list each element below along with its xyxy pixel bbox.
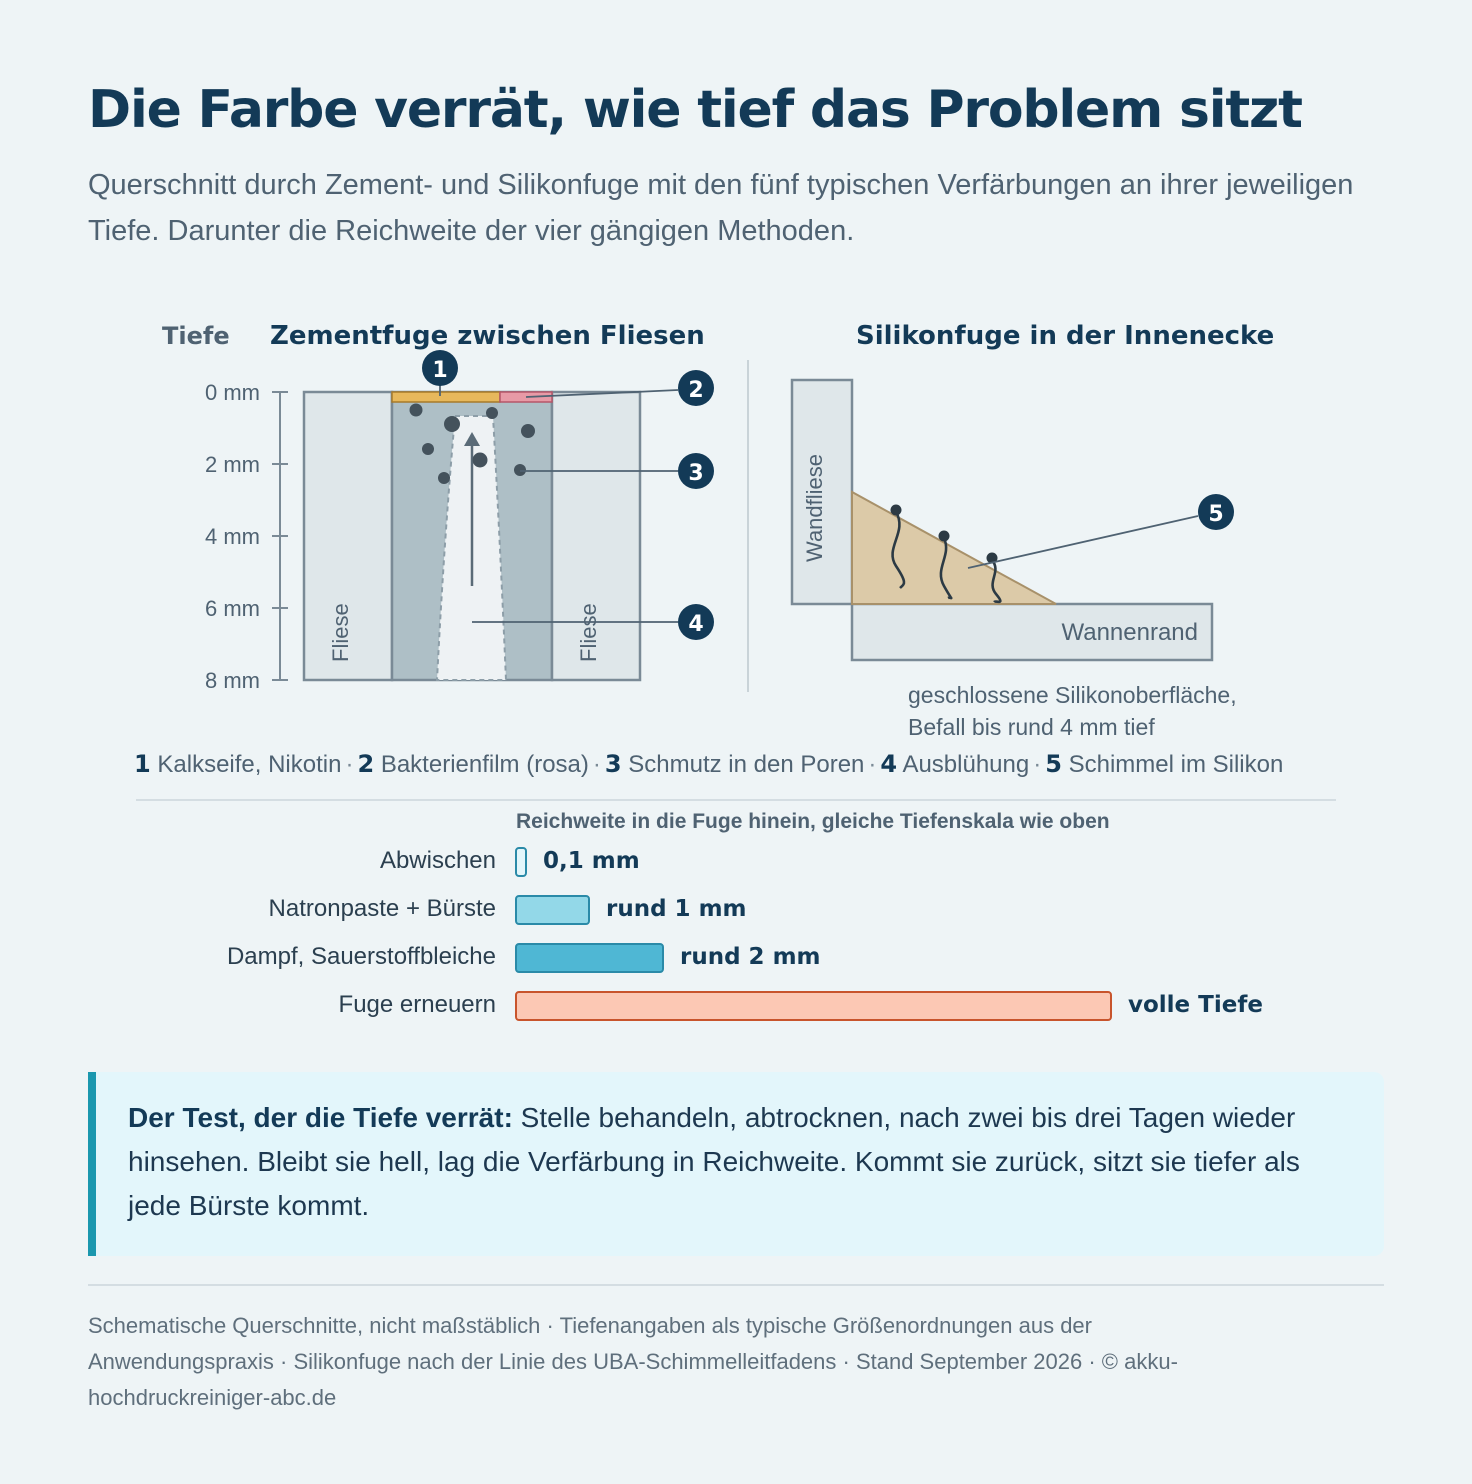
divider	[136, 799, 1336, 801]
page-title: Die Farbe verrät, wie tief das Problem s…	[88, 80, 1303, 140]
divider	[88, 1284, 1384, 1286]
cement-joint-heading: Zementfuge zwischen Fliesen	[270, 321, 705, 351]
method-label: Dampf, Sauerstoffbleiche	[226, 943, 496, 970]
marker-1: 1	[422, 350, 458, 386]
mould-spore	[986, 552, 998, 564]
svg-text:5: 5	[1208, 502, 1223, 527]
callout-body: Stelle behandeln, abtrocknen, nach zwei …	[128, 1102, 1300, 1221]
method-label: Abwischen	[379, 847, 496, 874]
tile-right	[550, 390, 642, 682]
dirt-particle	[422, 443, 434, 455]
svg-text:3: 3	[688, 461, 703, 486]
dirt-particle	[521, 424, 535, 438]
depth-tick-label: 8 mm	[205, 668, 260, 693]
tile-left	[302, 390, 394, 682]
marker-3: 3	[678, 453, 714, 489]
reach-value: volle Tiefe	[1128, 992, 1263, 1018]
method-label: Natronpaste + Bürste	[268, 895, 496, 922]
depth-tick-label: 2 mm	[205, 452, 260, 477]
reach-bar	[515, 943, 664, 973]
legend-number: 1	[134, 750, 151, 778]
marker-4: 4	[678, 604, 714, 640]
cement-markers: 1 2 3 4	[422, 350, 714, 640]
reach-bar	[515, 847, 527, 877]
mould-strand	[939, 537, 953, 600]
method-row: Fuge erneuern volle Tiefe	[0, 988, 1472, 1022]
silicone-note-line-2: Befall bis rund 4 mm tief	[908, 714, 1155, 740]
dirt-particle	[514, 464, 526, 476]
footer-source: Schematische Querschnitte, nicht maßstäb…	[88, 1313, 1178, 1410]
dirt-particle	[409, 403, 423, 417]
limescale-layer	[391, 391, 501, 403]
silicone-joint-heading: Silikonfuge in der Innenecke	[856, 321, 1274, 351]
marker-2: 2	[678, 370, 714, 406]
wall-tile-label: Wandfliese	[802, 454, 827, 562]
legend-number: 5	[1045, 750, 1062, 778]
wall-tile	[790, 378, 854, 606]
method-label: Fuge erneuern	[338, 991, 496, 1018]
page-subtitle: Querschnitt durch Zement- und Silikonfug…	[88, 169, 1354, 247]
legend-text: Bakterienfilm (rosa)	[380, 751, 589, 778]
method-row: Natronpaste + Bürste rund 1 mm	[0, 892, 1472, 926]
depth-axis: 0 mm 2 mm 4 mm 6 mm 8 mm	[205, 380, 288, 693]
silicone-note-line-1: geschlossene Silikonoberfläche,	[908, 682, 1237, 708]
reach-bar	[515, 991, 1112, 1021]
efflorescence-arrowhead	[464, 432, 480, 446]
legend-text: Kalkseife, Nikotin	[157, 751, 342, 778]
method-row: Dampf, Sauerstoffbleiche rund 2 mm	[0, 940, 1472, 974]
mould-spore	[938, 530, 950, 542]
legend-number: 2	[357, 750, 375, 778]
silicone-joint-section: Wandfliese Wannenrand 5 geschlossene Sil…	[790, 378, 1237, 740]
mould-spore	[890, 504, 902, 516]
reach-heading: Reichweite in die Fuge hinein, gleiche T…	[516, 810, 1110, 833]
callout-lead: Der Test, der die Tiefe verrät:	[128, 1102, 513, 1133]
legend-text: Schimmel im Silikon	[1068, 751, 1284, 778]
tile-label-right: Fliese	[576, 603, 601, 662]
dirt-particle	[444, 416, 460, 432]
depth-tick-label: 6 mm	[205, 596, 260, 621]
depth-test-callout: Der Test, der die Tiefe verrät: Stelle b…	[88, 1072, 1384, 1256]
tile-label-left: Fliese	[328, 603, 353, 662]
method-row: Abwischen 0,1 mm	[0, 844, 1472, 878]
dirt-particle	[486, 407, 498, 419]
callout-text: Der Test, der die Tiefe verrät: Stelle b…	[128, 1096, 1358, 1228]
reach-value: rund 1 mm	[606, 896, 747, 922]
dirt-particle	[438, 472, 450, 484]
reach-value: rund 2 mm	[680, 944, 821, 970]
mould-strand	[891, 511, 906, 589]
mould-strand	[990, 559, 1002, 604]
cement-joint-section: Fliese Fliese	[302, 390, 642, 682]
svg-text:1: 1	[432, 358, 447, 383]
reach-bar	[515, 895, 590, 925]
legend-number: 4	[880, 750, 898, 778]
marker-5: 5	[1198, 494, 1234, 530]
legend-number: 3	[604, 750, 622, 778]
legend-text: Schmutz in den Poren	[628, 751, 865, 778]
depth-tick-label: 4 mm	[205, 524, 260, 549]
depth-tick-label: 0 mm	[205, 380, 260, 405]
stain-legend: 1 Kalkseife, Nikotin · 2 Bakterienfilm (ro…	[134, 750, 1284, 778]
tub-edge-label: Wannenrand	[1061, 619, 1198, 646]
silicone-bead	[851, 490, 1057, 605]
legend-text: Ausblühung	[902, 751, 1030, 778]
svg-text:2: 2	[688, 378, 703, 403]
cross-section-diagram: Tiefe Zementfuge zwischen Fliesen Siliko…	[162, 321, 1274, 740]
reach-value: 0,1 mm	[543, 848, 640, 874]
depth-axis-title: Tiefe	[162, 322, 230, 350]
dirt-particle	[472, 452, 488, 468]
svg-text:4: 4	[688, 612, 703, 637]
